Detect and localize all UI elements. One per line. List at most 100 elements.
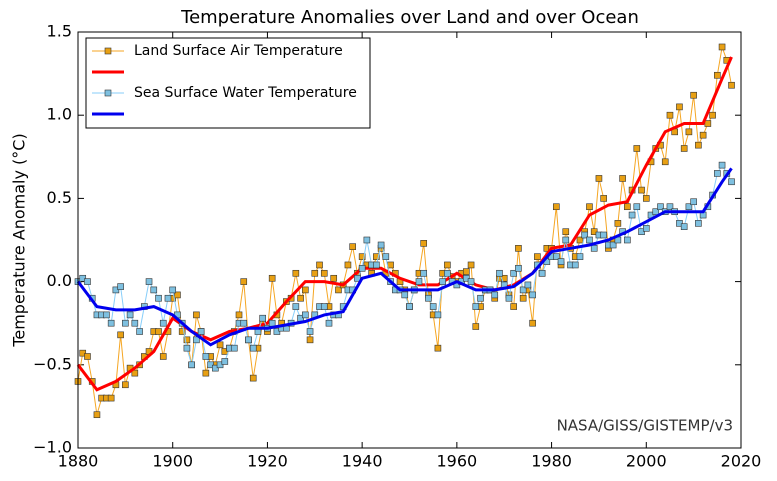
data-point [685, 128, 693, 136]
data-point [614, 220, 622, 227]
data-point [131, 319, 139, 327]
data-point [221, 358, 229, 365]
x-tick-label: 1880 [58, 452, 99, 471]
data-point [600, 231, 607, 239]
data-point [249, 374, 257, 382]
data-point [292, 269, 300, 277]
data-point [728, 178, 735, 186]
data-point [519, 286, 527, 294]
data-point [661, 158, 669, 166]
plot-frame [77, 31, 742, 449]
legend-marker [104, 89, 112, 97]
data-point [704, 120, 712, 127]
data-point [714, 170, 721, 177]
data-point [699, 131, 707, 139]
data-point [79, 274, 87, 282]
data-point [718, 43, 726, 51]
data-point [652, 208, 660, 216]
data-point [169, 286, 177, 294]
data-point [633, 145, 641, 152]
data-point [666, 203, 674, 211]
data-point [709, 111, 716, 119]
data-point [444, 269, 451, 277]
data-point [680, 145, 688, 152]
data-point [373, 253, 380, 260]
data-point [642, 225, 650, 232]
data-point [145, 278, 153, 285]
data-point [330, 274, 338, 282]
data-point [325, 319, 333, 327]
data-point [657, 203, 664, 211]
data-point [183, 336, 191, 344]
data-point [638, 228, 645, 235]
data-point [590, 245, 598, 252]
data-point [586, 236, 593, 244]
data-point [472, 303, 480, 310]
data-point [107, 319, 115, 327]
data-point [529, 291, 536, 299]
data-point [553, 203, 560, 211]
data-point [311, 269, 319, 277]
y-tick-label: 1.5 [47, 22, 72, 41]
data-point [302, 286, 309, 294]
x-tick-label: 1960 [436, 452, 477, 471]
data-point [728, 81, 735, 89]
data-point [496, 269, 503, 277]
data-point [553, 253, 560, 260]
data-point [320, 303, 328, 310]
data-point [373, 261, 380, 269]
x-tick-label: 1940 [342, 452, 383, 471]
data-point [415, 278, 423, 285]
data-point [519, 294, 527, 302]
data-point [126, 311, 134, 319]
data-point [571, 261, 579, 269]
data-point [155, 294, 162, 302]
data-point [155, 328, 162, 335]
data-point [377, 241, 385, 249]
data-point [178, 328, 186, 335]
data-point [420, 269, 428, 277]
data-point [202, 353, 210, 360]
data-point [467, 261, 475, 269]
data-point [240, 278, 248, 285]
data-point [387, 261, 394, 269]
data-point [638, 186, 645, 194]
data-point [320, 269, 328, 277]
data-point [221, 348, 229, 355]
data-point [434, 311, 442, 319]
data-point [117, 283, 124, 290]
chart-title: Temperature Anomalies over Land and over… [180, 7, 639, 28]
data-point [259, 314, 266, 322]
y-tick-label: 1.0 [47, 105, 72, 124]
data-point [624, 236, 631, 244]
data-point [529, 319, 536, 327]
data-point [117, 331, 124, 339]
x-tick-label: 2020 [721, 452, 762, 471]
data-point [690, 198, 697, 206]
data-point [420, 240, 428, 247]
data-point [122, 381, 129, 389]
data-point [576, 236, 584, 244]
data-point [197, 328, 205, 335]
data-point [183, 344, 191, 352]
legend-box [85, 37, 371, 129]
data-point [562, 236, 570, 244]
data-point [619, 175, 626, 182]
data-point [515, 245, 522, 252]
data-point [576, 253, 584, 260]
y-axis-label: Temperature Anomaly (°C) [10, 133, 29, 347]
data-point [188, 361, 195, 369]
data-point [600, 195, 607, 202]
data-point [609, 241, 617, 249]
data-point [444, 261, 451, 269]
legend-label: Sea Surface Water Temperature [134, 85, 357, 101]
data-point [249, 344, 257, 352]
x-tick-label: 1920 [247, 452, 288, 471]
x-tick-label: 1980 [531, 452, 572, 471]
data-point [93, 411, 101, 419]
data-point [439, 278, 446, 285]
data-point [515, 264, 522, 272]
data-point [207, 361, 214, 369]
data-point [718, 161, 726, 169]
